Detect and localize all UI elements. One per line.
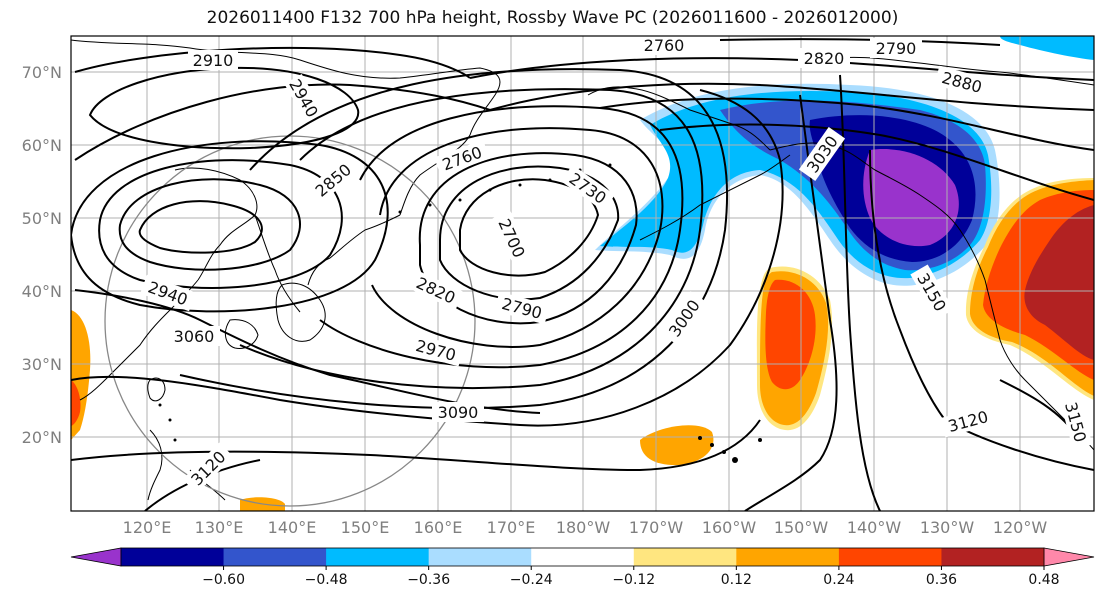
lat-label: 30°N <box>22 355 62 374</box>
colorbar-segment <box>223 548 327 566</box>
colorbar-segment <box>531 548 635 566</box>
colorbar-tick-label: −0.60 <box>202 572 245 588</box>
colorbar-tick-label: 0.36 <box>926 572 957 588</box>
lon-label: 180°W <box>556 518 611 537</box>
contour-label: 2910 <box>193 51 234 70</box>
lon-label: 120°E <box>123 518 172 537</box>
latitude-labels: 70°N 60°N 50°N 40°N 30°N 20°N <box>22 63 62 447</box>
contour-label: 2790 <box>876 39 917 58</box>
colorbar-tick-label: 0.12 <box>721 572 752 588</box>
lon-label: 120°W <box>993 518 1048 537</box>
map-frame <box>70 35 1095 512</box>
map-title: 2026011400 F132 700 hPa height, Rossby W… <box>206 8 899 28</box>
reference-circle <box>104 135 476 507</box>
anomaly-negative-purple <box>863 149 959 247</box>
colorbar-segment <box>326 548 430 566</box>
lon-label: 140°E <box>268 518 317 537</box>
colorbar-tick-label: −0.48 <box>305 572 348 588</box>
colorbar: −0.60 −0.48 −0.36 −0.24 −0.12 0.12 0.24 0.36 0.4… <box>70 547 1095 588</box>
lon-label: 150°E <box>341 518 390 537</box>
lat-label: 60°N <box>22 136 62 155</box>
lon-label: 140°W <box>847 518 902 537</box>
contour-label: 2760 <box>644 36 685 55</box>
contour-label: 3060 <box>174 327 215 346</box>
colorbar-tick-label: 0.24 <box>823 572 854 588</box>
anomaly-positive-hawaii <box>640 425 714 466</box>
lat-label: 50°N <box>22 209 62 228</box>
anomaly-positive-west-inner <box>71 380 81 426</box>
lon-label: 170°W <box>629 518 684 537</box>
lon-label: 170°E <box>487 518 536 537</box>
anomaly-positive-central-red <box>765 279 816 390</box>
map-area: 2910 2940 2760 2790 2820 2880 2850 2760 … <box>71 36 1094 511</box>
lon-label: 160°E <box>414 518 463 537</box>
colorbar-tick-label: −0.36 <box>407 572 450 588</box>
longitude-labels: 120°E 130°E 140°E 150°E 160°E 170°E 180°… <box>123 518 1048 537</box>
colorbar-segment <box>941 548 1045 566</box>
colorbar-segment <box>633 548 737 566</box>
lon-label: 160°W <box>702 518 757 537</box>
lat-label: 40°N <box>22 282 62 301</box>
lon-label: 150°W <box>774 518 829 537</box>
anomaly-positive-east-dark <box>1024 205 1094 360</box>
contour-label: 3090 <box>438 403 479 422</box>
colorbar-segment <box>736 548 840 566</box>
lon-label: 130°E <box>195 518 244 537</box>
colorbar-extend-low <box>70 547 122 567</box>
colorbar-segment <box>838 548 942 566</box>
colorbar-segment <box>121 548 225 566</box>
lon-label: 130°W <box>920 518 975 537</box>
colorbar-segment <box>428 548 532 566</box>
colorbar-extend-high <box>1043 547 1095 567</box>
lat-label: 20°N <box>22 428 62 447</box>
colorbar-tick-label: −0.24 <box>510 572 553 588</box>
colorbar-tick-label: 0.48 <box>1028 572 1059 588</box>
lat-label: 70°N <box>22 63 62 82</box>
colorbar-tick-label: −0.12 <box>612 572 655 588</box>
contour-label: 2820 <box>804 49 845 68</box>
anomaly-negative-arctic <box>1000 36 1094 60</box>
